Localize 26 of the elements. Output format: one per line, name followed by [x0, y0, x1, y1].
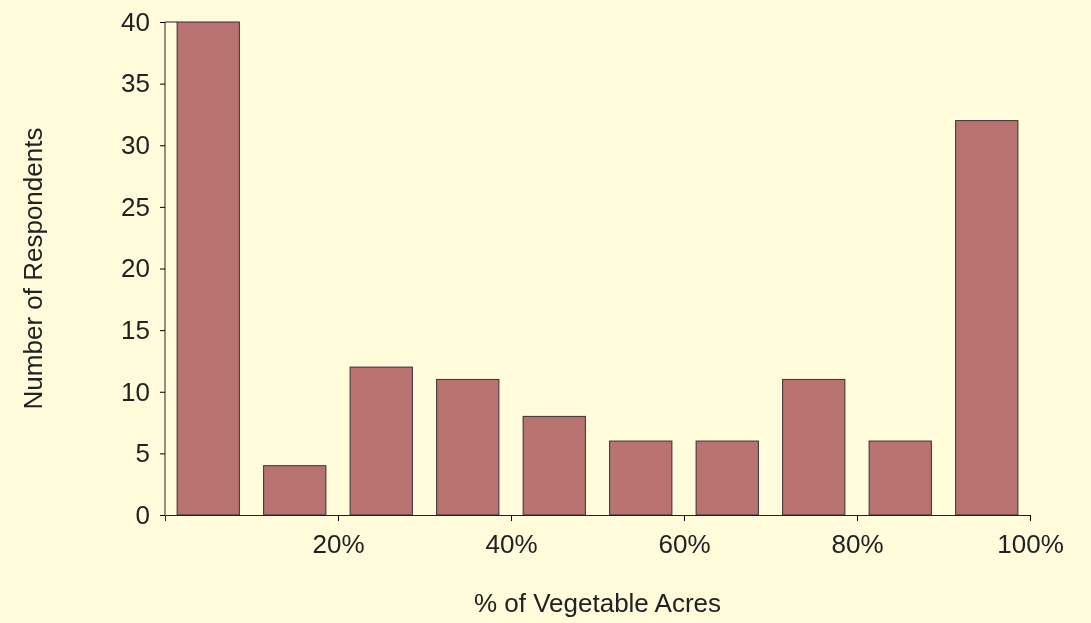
- y-tick-label: 40: [121, 6, 150, 37]
- x-tick-label: 100%: [997, 529, 1064, 560]
- x-axis-title: % of Vegetable Acres: [473, 588, 722, 618]
- bar: [955, 120, 1019, 516]
- y-tick-label: 25: [121, 191, 150, 222]
- bar: [436, 378, 500, 516]
- y-tick-label: 20: [121, 253, 150, 284]
- y-tick-label: 15: [121, 314, 150, 345]
- bar: [868, 440, 932, 516]
- bar: [349, 366, 413, 516]
- x-tick-label: 80%: [831, 529, 884, 560]
- y-tick-label: 10: [121, 376, 150, 407]
- x-tick-label: 20%: [312, 529, 365, 560]
- y-tick-label: 5: [135, 438, 150, 469]
- bar: [695, 440, 759, 516]
- bar: [263, 465, 327, 516]
- bar: [782, 378, 846, 516]
- bar: [609, 440, 673, 516]
- y-tick-label: 30: [121, 130, 150, 161]
- x-tick-label: 40%: [485, 529, 538, 560]
- bar: [176, 21, 240, 516]
- y-tick-label: 35: [121, 68, 150, 99]
- y-axis-title: Number of Respondents: [18, 127, 48, 410]
- bar: [522, 415, 586, 516]
- y-tick-label: 0: [135, 499, 150, 530]
- x-tick-label: 60%: [658, 529, 711, 560]
